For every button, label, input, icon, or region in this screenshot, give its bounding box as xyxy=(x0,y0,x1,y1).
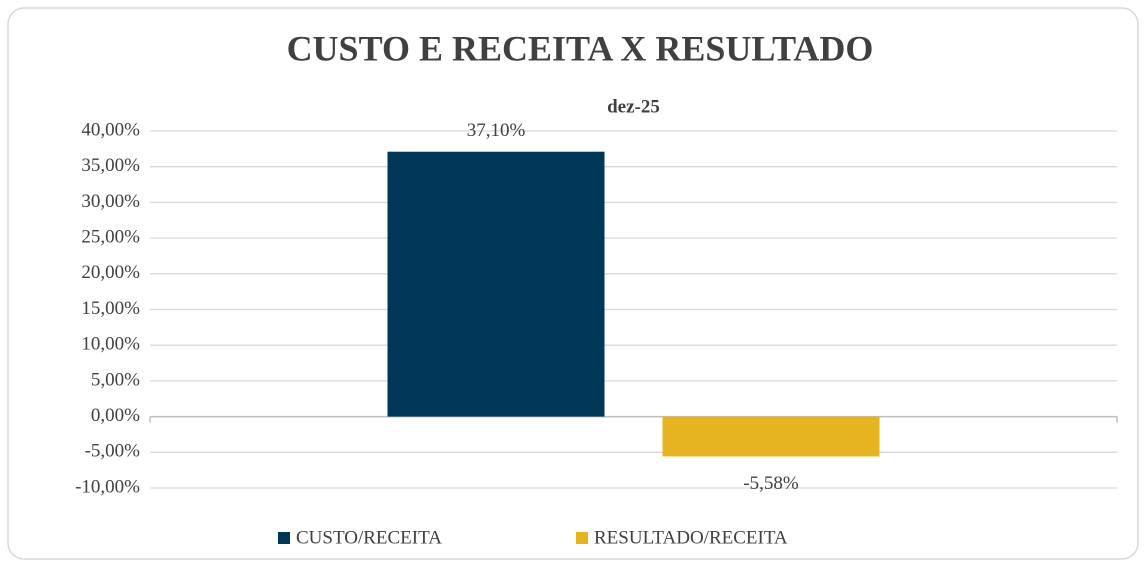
y-tick-label: 5,00% xyxy=(91,369,140,390)
y-tick-label: 25,00% xyxy=(81,226,140,247)
y-tick-label: -10,00% xyxy=(75,476,140,497)
y-tick-label: 10,00% xyxy=(81,334,140,355)
legend-swatch xyxy=(278,532,290,544)
data-label: 37,10% xyxy=(467,120,526,141)
y-tick-label: 15,00% xyxy=(81,298,140,319)
data-label: -5,58% xyxy=(743,473,799,494)
y-tick-label: 20,00% xyxy=(81,262,140,283)
y-tick-label: 40,00% xyxy=(81,119,140,140)
legend-label: CUSTO/RECEITA xyxy=(296,527,442,548)
y-tick-label: 0,00% xyxy=(91,405,140,426)
y-tick-label: 30,00% xyxy=(81,191,140,212)
bar xyxy=(387,151,605,417)
bar xyxy=(662,416,880,457)
y-tick-label: -5,00% xyxy=(85,441,141,462)
category-label: dez-25 xyxy=(607,96,660,117)
y-tick-label: 35,00% xyxy=(81,155,140,176)
chart-title: CUSTO E RECEITA X RESULTADO xyxy=(287,28,874,68)
legend-swatch xyxy=(576,532,588,544)
legend-label: RESULTADO/RECEITA xyxy=(594,527,788,548)
